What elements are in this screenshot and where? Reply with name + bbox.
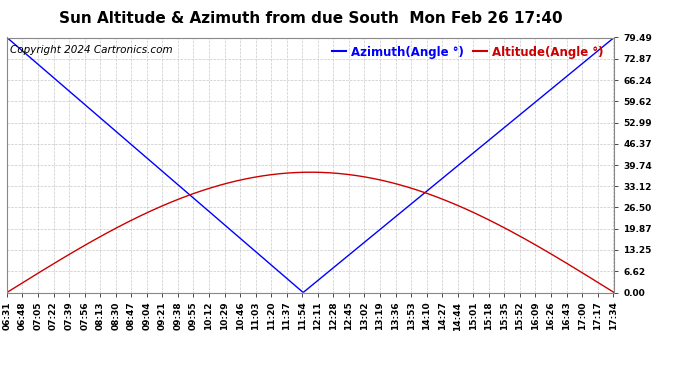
Legend: Azimuth(Angle °), Altitude(Angle °): Azimuth(Angle °), Altitude(Angle °) xyxy=(327,41,608,63)
Text: Copyright 2024 Cartronics.com: Copyright 2024 Cartronics.com xyxy=(10,45,172,55)
Text: Sun Altitude & Azimuth from due South  Mon Feb 26 17:40: Sun Altitude & Azimuth from due South Mo… xyxy=(59,11,562,26)
